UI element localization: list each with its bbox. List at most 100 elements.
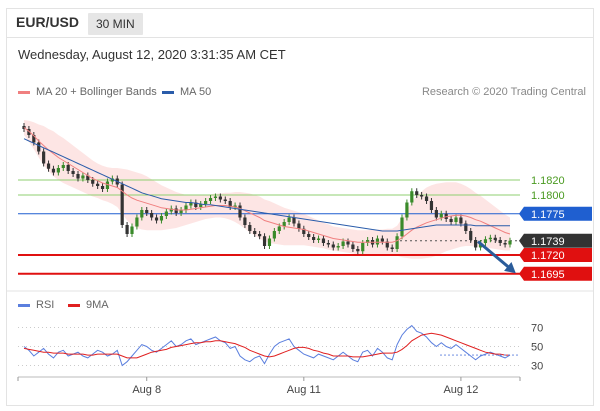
legend-ma20: MA 20 + Bollinger Bands [18,86,157,98]
time-axis: Aug 8 Aug 11 Aug 12 [17,376,521,396]
candle-body [258,234,262,237]
candle-body [174,208,178,213]
candle-body [218,196,222,200]
candle-body [125,225,129,234]
candle-body [302,228,306,234]
candle-body [37,142,41,152]
candle-body [130,226,134,234]
candle-body [351,244,355,249]
rsi-line [23,324,511,367]
candle-body [243,217,247,225]
candle-body [76,174,80,179]
candle-body [189,202,193,206]
candle-body [400,217,404,237]
candle-body [135,217,139,227]
candle-body [248,225,252,231]
candle-body [204,201,208,204]
candle-body [159,216,164,221]
candle-body [42,151,46,164]
level-badge-1.1695 [519,266,592,281]
candle-body [100,186,105,189]
candle-body [336,246,340,248]
candle-body [233,205,237,207]
candle-body [469,231,473,240]
level-label-1.1695: 1.1695 [531,269,565,281]
candle-body [307,234,311,237]
level-label-1.1775: 1.1775 [531,209,565,221]
timestamp: Wednesday, August 12, 2020 3:31:35 AM CE… [18,47,286,62]
rsi-plot: 70 50 30 [18,323,543,373]
projection-arrow [477,240,513,272]
candle-body [474,240,478,248]
level-label-1.1820: 1.1820 [531,175,565,187]
candle-body [81,175,85,179]
candle-body [32,135,36,143]
candle-body [316,238,321,240]
candle-body [282,222,286,227]
candle-body [415,191,419,195]
rsi-tick-30: 30 [531,361,543,373]
candle-body [223,199,227,201]
candle-body [86,175,90,180]
candle-body [483,239,488,243]
candle-body [71,171,75,174]
candle-body [61,165,65,168]
time-tick-label: Aug 12 [443,384,478,396]
ma50-line [23,138,510,232]
candle-body [145,210,149,213]
timeframe-badge[interactable]: 30 MIN [88,13,143,35]
legend-ma50: MA 50 [162,86,211,98]
ma20-swatch [18,90,30,94]
candle-body [91,180,95,184]
candle-body [493,237,497,240]
level-label-1.1720: 1.1720 [531,250,565,262]
candle-body [420,195,424,197]
candle-body [488,237,492,240]
candle-body [361,243,365,252]
candle-body [184,205,188,210]
candle-body [213,196,218,198]
level-label-1.1800: 1.1800 [531,190,565,202]
bollinger-bands [24,120,510,259]
candle-body [341,241,345,246]
candle-body [312,237,316,240]
projection-arrow-head [504,262,516,274]
candle-body [292,217,296,224]
chart-header: EUR/USD 30 MIN [6,8,594,38]
legend-ma9: 9MA [68,299,109,311]
candle-body [267,238,272,246]
candle-body [503,243,507,245]
candle-body [238,205,242,218]
candle-body [154,217,159,221]
candle-body [199,204,203,207]
chart-panel [6,8,594,406]
rsi-tick-70: 70 [531,323,543,335]
candle-body [262,236,267,246]
candle-body [321,238,326,243]
candle-body [380,238,384,242]
time-tick-label: Aug 11 [287,384,321,396]
time-tick-label: Aug 8 [132,384,161,396]
candle-body [56,168,60,173]
candle-body [464,223,468,231]
candle-body [110,178,114,182]
candle-body [434,210,438,218]
candle-body [164,211,168,216]
rsi-ma9-line [23,332,510,359]
candle-body [331,244,335,248]
candle-body [366,240,370,243]
candle-body [287,217,291,222]
legend-ma9-label: 9MA [86,299,109,311]
candle-body [395,236,399,249]
candle-body [272,231,276,239]
ma9-swatch [68,303,80,307]
rsi-swatch [18,303,30,307]
candle-body [27,129,31,135]
candle-body [277,226,281,231]
candle-body [120,184,124,225]
candle-body [429,201,434,210]
candle-body [498,240,502,243]
candle-body [410,191,414,203]
level-badge-1.1775 [519,206,592,221]
